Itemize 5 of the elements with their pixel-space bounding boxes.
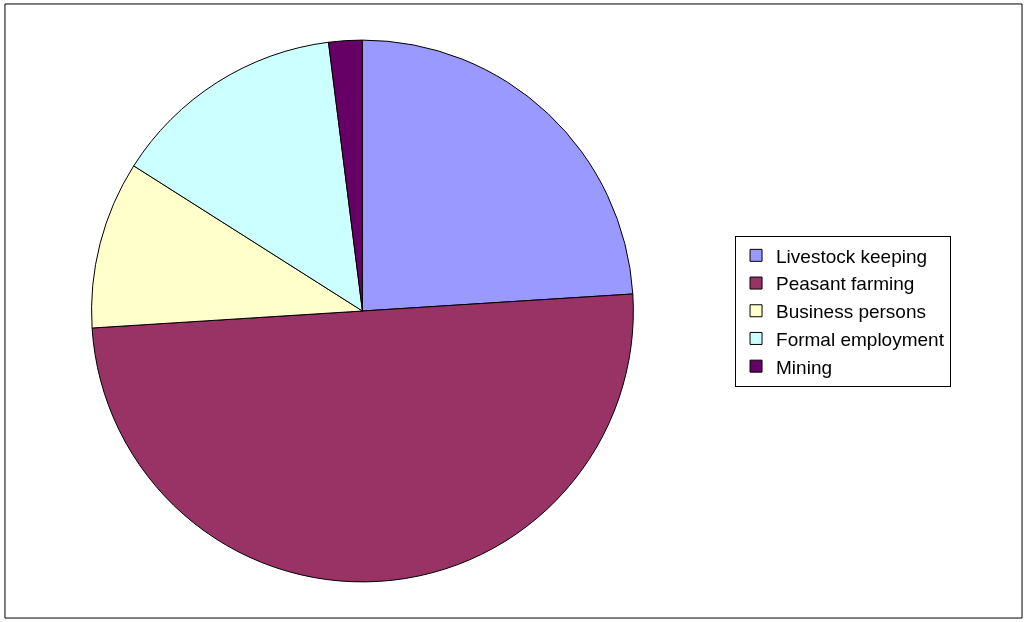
legend-label: Peasant farming <box>776 273 915 295</box>
legend-label: Mining <box>776 356 833 378</box>
legend-label: Livestock keeping <box>776 245 928 267</box>
legend-label: Formal employment <box>776 328 945 350</box>
legend-label: Business persons <box>776 301 927 323</box>
